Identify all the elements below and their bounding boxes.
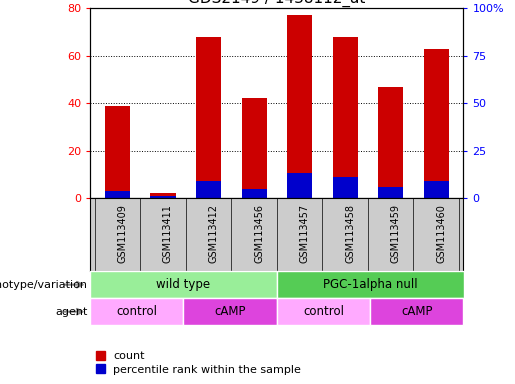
Bar bbox=[105, 106, 130, 198]
Bar bbox=[105, 190, 130, 198]
Text: GSM113456: GSM113456 bbox=[254, 204, 264, 263]
Bar bbox=[333, 36, 357, 198]
Text: GSM113457: GSM113457 bbox=[300, 204, 310, 263]
Bar bbox=[333, 177, 357, 198]
Bar bbox=[378, 86, 403, 198]
Bar bbox=[90, 298, 183, 325]
Bar bbox=[277, 271, 464, 298]
Bar bbox=[378, 187, 403, 198]
Bar bbox=[277, 298, 370, 325]
Text: GSM113411: GSM113411 bbox=[163, 204, 173, 263]
Text: GSM113459: GSM113459 bbox=[391, 204, 401, 263]
Bar bbox=[90, 271, 277, 298]
Bar bbox=[196, 181, 221, 198]
Bar bbox=[242, 98, 267, 198]
Text: GSM113460: GSM113460 bbox=[436, 204, 446, 263]
Bar bbox=[196, 36, 221, 198]
Bar bbox=[287, 174, 312, 198]
Bar bbox=[183, 298, 277, 325]
Text: GSM113412: GSM113412 bbox=[209, 204, 218, 263]
Bar bbox=[424, 181, 449, 198]
Legend: count, percentile rank within the sample: count, percentile rank within the sample bbox=[96, 351, 301, 375]
Text: wild type: wild type bbox=[157, 278, 211, 291]
Bar bbox=[370, 298, 464, 325]
Text: GSM113458: GSM113458 bbox=[345, 204, 355, 263]
Text: GSM113409: GSM113409 bbox=[117, 204, 127, 263]
Bar bbox=[287, 15, 312, 198]
Text: control: control bbox=[303, 305, 344, 318]
Text: agent: agent bbox=[55, 307, 88, 317]
Bar bbox=[424, 48, 449, 198]
Text: cAMP: cAMP bbox=[401, 305, 433, 318]
Bar bbox=[150, 194, 176, 198]
Bar bbox=[242, 189, 267, 198]
Text: genotype/variation: genotype/variation bbox=[0, 280, 88, 290]
Bar bbox=[150, 196, 176, 198]
Text: PGC-1alpha null: PGC-1alpha null bbox=[323, 278, 418, 291]
Text: cAMP: cAMP bbox=[214, 305, 246, 318]
Title: GDS2149 / 1438112_at: GDS2149 / 1438112_at bbox=[188, 0, 366, 7]
Text: control: control bbox=[116, 305, 157, 318]
